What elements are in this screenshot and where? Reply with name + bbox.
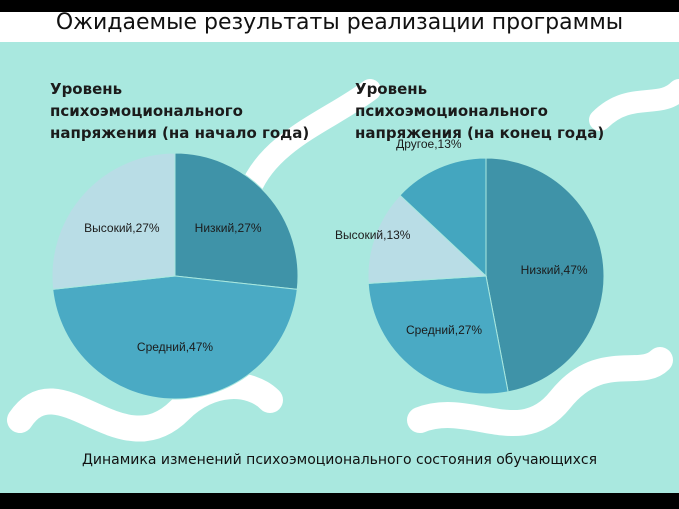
top-bar: [0, 0, 679, 12]
chart-title: Уровень психоэмоционального напряжения (…: [50, 80, 310, 142]
title-band: [0, 12, 679, 42]
slide-title: Ожидаемые результаты реализации программ…: [55, 10, 624, 35]
data-label: Высокий,27%: [84, 221, 160, 236]
pie-slice: [485, 157, 605, 393]
decor: [7, 373, 283, 442]
pie-slice: [399, 157, 487, 278]
data-label: Средний,27%: [405, 323, 483, 338]
pie-slice: [52, 275, 298, 400]
decor: [407, 347, 673, 437]
pie-slice: [367, 275, 509, 395]
data-label: Средний,47%: [136, 340, 214, 355]
pie-slice: [174, 152, 299, 290]
data-label: Другое,13%: [396, 136, 462, 151]
pies: [51, 152, 605, 400]
decor: [589, 79, 679, 131]
pie-slice: [367, 194, 488, 284]
caption: Динамика изменений психоэмоционального с…: [81, 452, 598, 468]
pie-slice: [51, 152, 176, 290]
decor: [239, 79, 381, 201]
data-label: Низкий,27%: [194, 221, 262, 236]
chart-title: Уровень психоэмоционального напряжения (…: [355, 80, 605, 142]
bottom-bar: [0, 493, 679, 509]
data-label: Высокий,13%: [335, 228, 411, 243]
data-label: Низкий,47%: [520, 262, 588, 277]
